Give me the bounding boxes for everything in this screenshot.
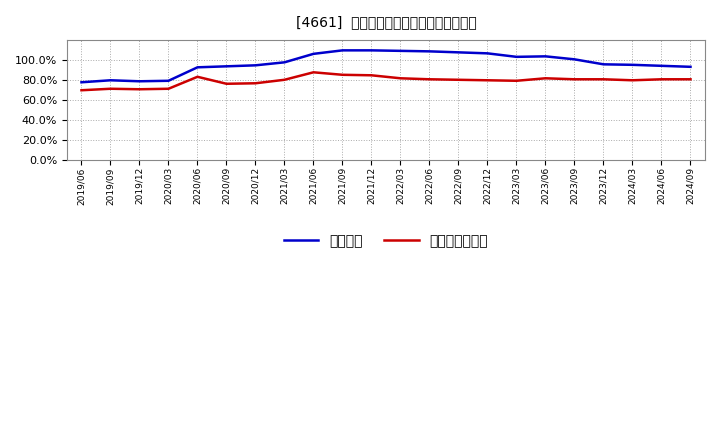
固定比率: [222, 64, 231, 69]
固定比率: [628, 62, 636, 67]
固定長期適合率: [338, 72, 347, 77]
固定長期適合率: [570, 77, 579, 82]
固定比率: [106, 77, 114, 83]
Line: 固定比率: 固定比率: [81, 50, 690, 82]
固定比率: [77, 80, 86, 85]
固定長期適合率: [599, 77, 608, 82]
固定長期適合率: [309, 70, 318, 75]
固定比率: [541, 54, 550, 59]
固定長期適合率: [483, 77, 492, 83]
Line: 固定長期適合率: 固定長期適合率: [81, 72, 690, 90]
Title: [4661]  固定比率、固定長期適合率の推移: [4661] 固定比率、固定長期適合率の推移: [296, 15, 477, 29]
固定長期適合率: [77, 88, 86, 93]
固定比率: [599, 62, 608, 67]
固定長期適合率: [193, 74, 202, 80]
固定比率: [512, 54, 521, 59]
固定比率: [657, 63, 666, 69]
固定比率: [193, 65, 202, 70]
固定比率: [251, 62, 260, 68]
固定長期適合率: [426, 77, 434, 82]
固定比率: [396, 48, 405, 54]
固定比率: [309, 51, 318, 56]
固定比率: [454, 50, 463, 55]
固定長期適合率: [657, 77, 666, 82]
固定長期適合率: [628, 77, 636, 83]
固定長期適合率: [251, 81, 260, 86]
固定長期適合率: [396, 76, 405, 81]
固定比率: [338, 48, 347, 53]
固定比率: [570, 57, 579, 62]
固定比率: [164, 78, 173, 84]
固定比率: [367, 48, 376, 53]
固定長期適合率: [280, 77, 289, 82]
固定長期適合率: [106, 86, 114, 92]
固定長期適合率: [367, 73, 376, 78]
固定比率: [483, 51, 492, 56]
固定比率: [135, 79, 144, 84]
固定長期適合率: [454, 77, 463, 82]
固定長期適合率: [541, 76, 550, 81]
Legend: 固定比率, 固定長期適合率: 固定比率, 固定長期適合率: [278, 229, 494, 254]
固定比率: [686, 64, 695, 70]
固定長期適合率: [512, 78, 521, 84]
固定比率: [426, 49, 434, 54]
固定長期適合率: [164, 86, 173, 92]
固定比率: [280, 60, 289, 65]
固定長期適合率: [135, 87, 144, 92]
固定長期適合率: [686, 77, 695, 82]
固定長期適合率: [222, 81, 231, 86]
